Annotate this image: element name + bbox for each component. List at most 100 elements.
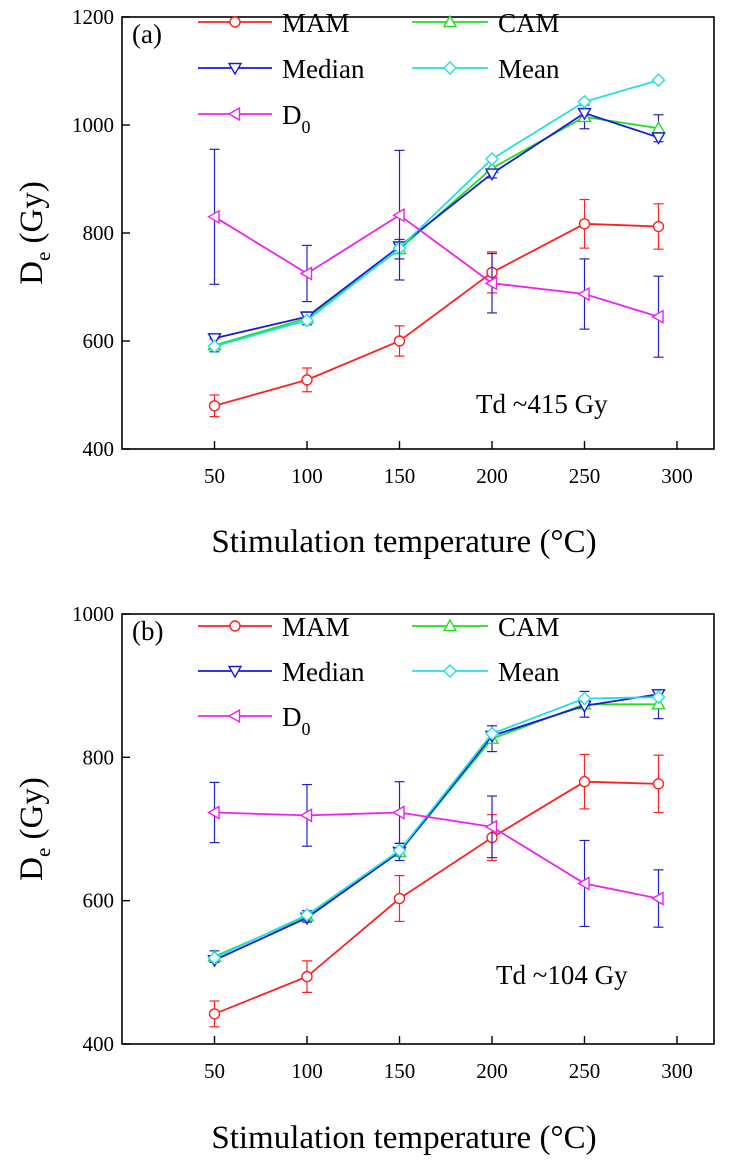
data-point xyxy=(485,152,499,167)
series-line xyxy=(214,112,659,340)
x-axis-label: Stimulation temperature (°C) xyxy=(211,524,596,560)
legend-label: CAM xyxy=(498,612,560,642)
data-point xyxy=(484,819,498,835)
legend-label-main: CAM xyxy=(498,612,560,642)
td-annotation: Td ~104 Gy xyxy=(496,960,628,990)
legend-item-mean: Mean xyxy=(412,657,560,687)
legend-marker xyxy=(443,664,457,678)
legend: MAM CAM Median Mean D0 xyxy=(198,612,560,739)
x-tick-label: 150 xyxy=(384,464,416,488)
legend-item-cam: CAM xyxy=(412,8,560,38)
y-tick-label: 400 xyxy=(83,437,115,461)
data-point xyxy=(208,1008,221,1020)
legend-label-sub: 0 xyxy=(302,719,311,739)
x-tick-label: 300 xyxy=(661,1059,693,1083)
data-point xyxy=(207,805,220,820)
data-point xyxy=(393,335,406,347)
x-tick-label: 50 xyxy=(204,1059,225,1083)
data-point xyxy=(578,776,591,788)
y-tick-label: 400 xyxy=(83,1032,115,1056)
series-mam xyxy=(208,198,665,418)
y-axis-label: De (Gy) xyxy=(14,777,55,881)
legend-marker xyxy=(227,106,241,122)
data-point xyxy=(300,908,314,922)
legend-label: MAM xyxy=(282,612,350,642)
data-point xyxy=(301,970,313,983)
y-tick-label: 600 xyxy=(83,329,115,353)
legend-item-mam: MAM xyxy=(198,612,350,642)
legend-label-main: MAM xyxy=(282,8,350,38)
data-point xyxy=(652,220,665,233)
data-point xyxy=(207,333,222,346)
data-point xyxy=(577,94,592,109)
series-cam xyxy=(207,104,666,353)
x-tick-label: 200 xyxy=(476,1059,508,1083)
series-line xyxy=(214,214,659,318)
series-median xyxy=(207,689,666,968)
y-tick-label: 1000 xyxy=(72,113,114,137)
legend-marker xyxy=(229,16,241,28)
data-point xyxy=(392,843,407,858)
y-axis-label: De (Gy) xyxy=(14,181,55,285)
data-point xyxy=(578,218,591,230)
y-tick-label: 1200 xyxy=(72,5,114,29)
y-axis-label-unit: (Gy) xyxy=(14,181,50,252)
data-point xyxy=(577,286,590,302)
y-axis-label-sub: e xyxy=(31,252,55,261)
data-point xyxy=(577,691,592,706)
series-line xyxy=(214,222,659,407)
legend-label: Median xyxy=(282,54,365,84)
legend-item-mam: MAM xyxy=(198,8,350,38)
series-line xyxy=(214,693,659,961)
series-line xyxy=(214,79,659,348)
x-tick-label: 200 xyxy=(476,464,508,488)
legend-item-median: Median xyxy=(198,54,365,84)
data-point xyxy=(577,876,590,891)
data-point xyxy=(651,73,666,88)
panel-label: (b) xyxy=(132,616,163,646)
series-line xyxy=(214,811,659,900)
data-point xyxy=(207,951,222,965)
legend-label: Median xyxy=(282,657,365,687)
y-tick-label: 600 xyxy=(83,889,115,913)
legend-item-d0: D0 xyxy=(198,100,311,137)
legend-marker xyxy=(442,14,458,28)
series-line xyxy=(214,696,659,959)
legend-label-main: Mean xyxy=(498,657,560,687)
legend-label-main: Mean xyxy=(498,54,560,84)
x-tick-label: 300 xyxy=(661,464,693,488)
x-tick-label: 100 xyxy=(291,464,323,488)
data-point xyxy=(300,313,314,328)
x-tick-label: 50 xyxy=(204,464,225,488)
data-point xyxy=(652,778,665,790)
legend-label-main: D xyxy=(282,702,302,732)
legend: MAM CAM Median Mean D0 xyxy=(198,8,560,137)
legend-marker xyxy=(227,62,243,76)
data-point xyxy=(651,891,664,906)
data-point xyxy=(393,892,406,905)
data-point xyxy=(392,207,405,223)
legend-item-cam: CAM xyxy=(412,612,560,642)
data-point xyxy=(484,276,498,291)
legend-marker xyxy=(442,618,458,632)
chart-panel-b: 50 100 150 200 250 300 400 600 800 1000 Stimulatio… xyxy=(14,602,715,1156)
x-tick-label: 250 xyxy=(569,464,601,488)
data-point xyxy=(208,400,221,412)
series-cam xyxy=(207,689,666,963)
x-tick-label: 150 xyxy=(384,1059,416,1083)
series-mean xyxy=(207,690,666,965)
series-mam xyxy=(208,753,665,1028)
y-axis-label-sub: e xyxy=(31,848,55,857)
y-axis-label-main: D xyxy=(14,261,50,285)
y-tick-label: 800 xyxy=(83,221,115,245)
data-point xyxy=(392,805,405,820)
series-d0 xyxy=(207,148,664,358)
y-tick-label: 800 xyxy=(83,745,115,769)
data-point xyxy=(207,209,220,225)
legend-label-main: CAM xyxy=(498,8,560,38)
series-median xyxy=(207,107,666,346)
legend-marker xyxy=(227,665,243,679)
series-line xyxy=(214,780,659,1015)
legend-label: D0 xyxy=(282,702,311,739)
